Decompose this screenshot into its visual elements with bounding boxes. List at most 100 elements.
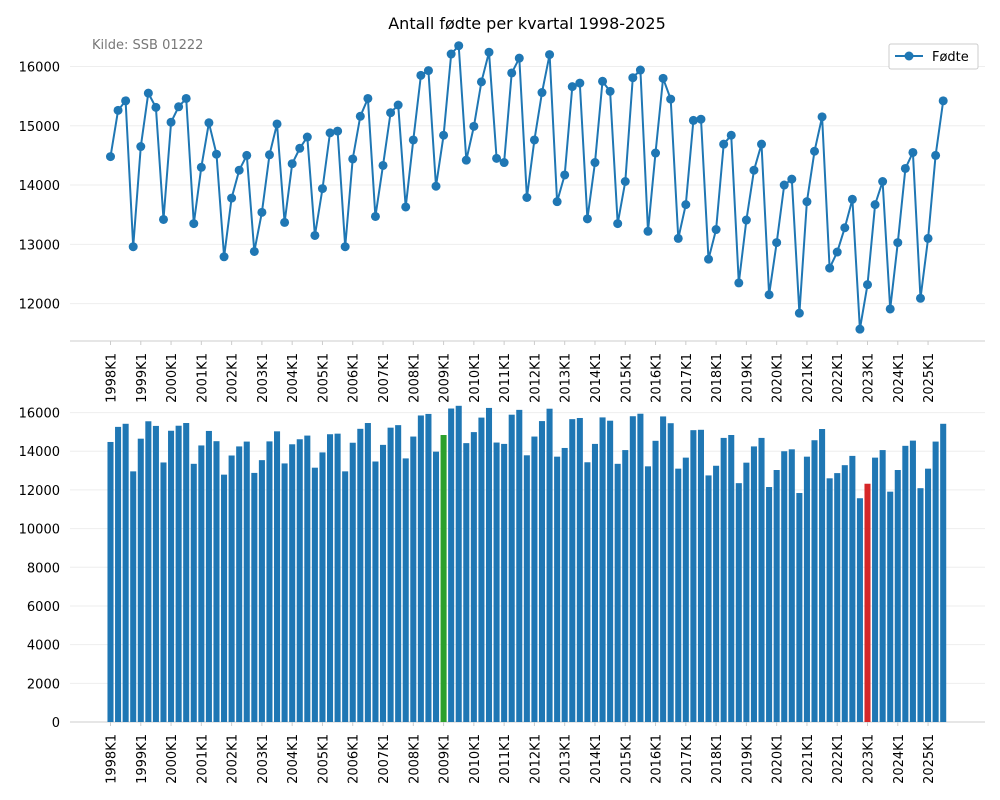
births-data-point — [711, 225, 721, 235]
births-bar — [304, 435, 311, 722]
births-bar — [758, 437, 765, 722]
births-bar — [599, 417, 606, 722]
line-x-tick-label: 2010K1 — [468, 353, 483, 403]
births-bar — [402, 458, 409, 722]
births-data-point — [166, 117, 176, 127]
births-bar — [319, 452, 326, 722]
bar-y-tick-label: 8000 — [27, 561, 60, 576]
bar-y-tick-label: 12000 — [19, 484, 60, 499]
births-bar — [327, 434, 334, 722]
line-chart: 12000 13000 14000 15000 16000 1998K1 1999K1 200… — [19, 41, 985, 403]
births-bar — [705, 475, 712, 722]
births-bar — [940, 423, 947, 722]
births-bar — [735, 483, 742, 722]
births-bar — [713, 465, 720, 722]
births-bar — [750, 446, 757, 722]
births-bar — [152, 425, 159, 722]
line-x-tick-label: 2005K1 — [316, 353, 331, 403]
births-bar — [137, 438, 144, 722]
births-data-point — [227, 193, 237, 203]
bar-x-tick-label: 2015K1 — [619, 734, 634, 784]
births-bar — [470, 432, 477, 722]
births-data-point — [492, 153, 502, 163]
births-data-point — [386, 108, 396, 118]
births-bar — [856, 498, 863, 722]
births-bar — [728, 435, 735, 722]
births-bar — [554, 456, 561, 722]
births-data-point — [764, 290, 774, 300]
births-bar — [720, 437, 727, 722]
births-data-point — [522, 193, 532, 203]
births-data-point — [431, 181, 441, 191]
births-bar — [432, 451, 440, 722]
births-data-point — [870, 200, 880, 210]
bar-x-tick-label: 1999K1 — [135, 734, 150, 784]
births-data-point — [726, 130, 736, 140]
births-data-point — [302, 132, 312, 142]
line-x-tick-label: 2002K1 — [226, 353, 241, 403]
bar-x-tick-label: 2025K1 — [922, 734, 937, 784]
births-data-point — [355, 111, 365, 121]
births-data-point — [847, 194, 857, 204]
bar-y-tick-label: 6000 — [27, 600, 60, 615]
births-bar — [675, 468, 682, 722]
births-data-point — [143, 88, 153, 98]
births-data-point — [772, 238, 782, 248]
births-bar — [546, 408, 553, 722]
births-bar — [357, 428, 364, 722]
line-x-tick-label: 2020K1 — [771, 353, 786, 403]
births-data-point — [620, 176, 630, 186]
births-bar — [667, 423, 674, 722]
births-bar — [463, 443, 470, 722]
bar-x-tick-label: 2008K1 — [407, 734, 422, 784]
line-x-tick-label: 2019K1 — [740, 353, 755, 403]
births-bar — [455, 405, 462, 722]
births-bar — [682, 457, 689, 722]
births-bar — [213, 441, 220, 722]
births-bar — [410, 436, 417, 722]
line-y-tick-label: 15000 — [19, 120, 60, 135]
births-data-point — [325, 128, 335, 138]
births-bar — [145, 421, 152, 722]
births-data-point — [106, 152, 115, 162]
births-data-point — [211, 149, 221, 159]
line-x-tick-label: 2021K1 — [801, 353, 816, 403]
births-data-point — [878, 176, 888, 186]
line-x-tick-label: 2023K1 — [862, 353, 877, 403]
births-data-point — [136, 142, 146, 152]
line-y-tick-label: 14000 — [19, 179, 60, 194]
births-data-point — [113, 105, 123, 115]
births-bar — [932, 441, 939, 722]
bar-x-tick-label: 2005K1 — [316, 734, 331, 784]
births-data-point — [605, 86, 615, 96]
births-data-point — [757, 139, 767, 149]
line-y-tick-label: 16000 — [19, 60, 60, 75]
births-data-point — [363, 93, 373, 103]
births-bar — [925, 468, 932, 722]
births-bar — [523, 455, 530, 722]
births-bar — [115, 426, 122, 722]
births-data-point — [476, 77, 486, 87]
births-data-point — [810, 146, 820, 156]
births-data-point — [817, 112, 827, 122]
births-bar — [168, 430, 175, 722]
births-bar — [107, 441, 114, 722]
line-x-tick-label: 2006K1 — [347, 353, 362, 403]
births-data-point — [249, 246, 259, 256]
births-bar — [508, 414, 515, 722]
births-bar — [917, 488, 924, 722]
bar-x-tick-label: 2011K1 — [498, 734, 513, 784]
births-bar — [902, 445, 909, 722]
births-data-point — [915, 293, 925, 303]
births-data-point — [931, 150, 941, 160]
bar-x-tick-label: 2010K1 — [468, 734, 483, 784]
legend-box — [888, 43, 979, 70]
births-bar — [516, 409, 523, 722]
source-note: Kilde: SSB 01222 — [92, 38, 203, 53]
bar-x-tick-label: 2023K1 — [862, 734, 877, 784]
births-bar — [879, 450, 886, 722]
line-x-tick-label: 2004K1 — [286, 353, 301, 403]
births-data-point — [651, 148, 661, 158]
births-bar — [811, 440, 818, 722]
births-bar — [591, 443, 599, 722]
